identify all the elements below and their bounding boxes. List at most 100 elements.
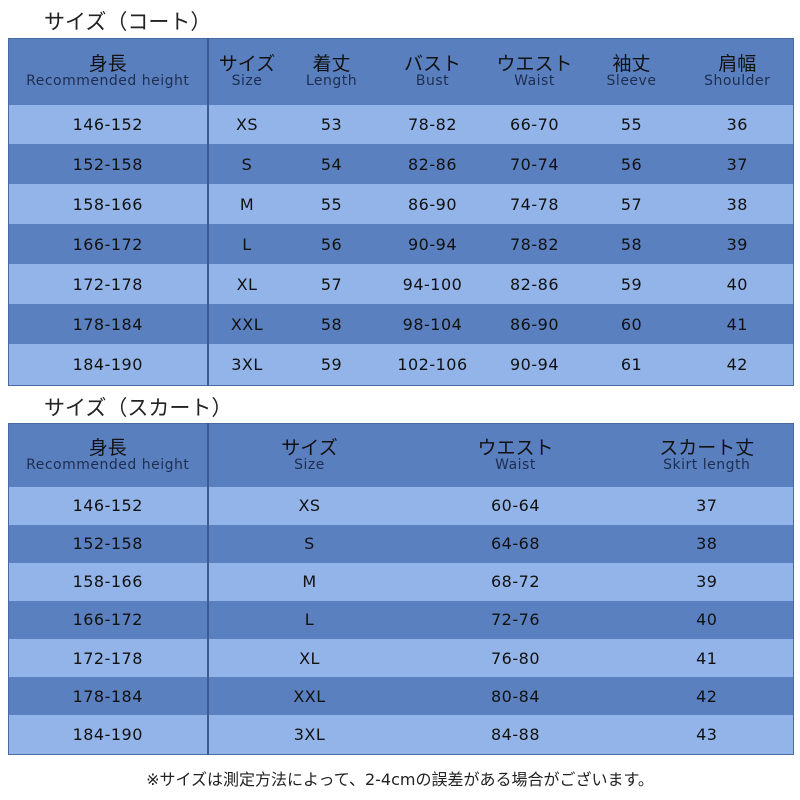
header-en: Recommended height	[26, 456, 190, 473]
header-row: 身長 Recommended height サイズ Size 着丈 Length バスト Bu…	[8, 38, 794, 105]
size-note: ※サイズは測定方法によって、2-4cmの誤差がある場合がございます。	[146, 770, 654, 789]
table-cell: 172-178	[8, 639, 209, 678]
table-cell: 38	[681, 184, 794, 225]
column-header: ウエスト Waist	[487, 38, 582, 105]
header-en: Size	[231, 73, 263, 90]
table-cell: 166-172	[8, 224, 209, 265]
table-cell: 37	[620, 486, 794, 525]
table-cell: 38	[620, 524, 794, 563]
table-row: 178-184 XXL 80-84 42	[8, 677, 794, 716]
table-cell: 80-84	[410, 677, 621, 716]
table-cell: 55	[285, 184, 378, 225]
table-cell: 53	[285, 104, 378, 145]
table-cell: 58	[285, 304, 378, 345]
table-cell: 70-74	[487, 144, 582, 185]
header-row: 身長 Recommended height サイズ Size ウエスト Waist スカート…	[8, 423, 794, 487]
table-cell: 3XL	[207, 715, 411, 755]
header-en: Bust	[415, 73, 450, 90]
table-cell: 184-190	[8, 344, 209, 386]
table-cell: XS	[207, 104, 286, 145]
table-row: 166-172 L 56 90-94 78-82 58 39	[8, 224, 794, 265]
table-cell: 86-90	[487, 304, 582, 345]
table-cell: 61	[581, 344, 682, 386]
table-row: 166-172 L 72-76 40	[8, 600, 794, 640]
table-cell: 90-94	[377, 224, 488, 265]
column-header: 肩幅 Shoulder	[681, 38, 794, 105]
table-cell: 60-64	[410, 486, 621, 525]
table-cell: 78-82	[377, 104, 488, 145]
table-cell: 56	[581, 144, 682, 185]
table-cell: 39	[681, 224, 794, 265]
column-header: 着丈 Length	[285, 38, 378, 105]
table-row: 178-184 XXL 58 98-104 86-90 60 41	[8, 304, 794, 345]
header-en: Sleeve	[606, 73, 657, 90]
table-cell: 36	[681, 104, 794, 145]
table-cell: 76-80	[410, 639, 621, 678]
table-cell: XXL	[207, 677, 411, 716]
header-jp: 肩幅	[718, 53, 757, 76]
table-cell: M	[207, 184, 286, 225]
table-cell: L	[207, 600, 411, 640]
table-cell: 152-158	[8, 524, 209, 563]
table-cell: 166-172	[8, 600, 209, 640]
table-cell: 146-152	[8, 104, 209, 145]
table-cell: 59	[285, 344, 378, 386]
table-row: 184-190 3XL 59 102-106 90-94 61 42	[8, 344, 794, 386]
table-row: 152-158 S 54 82-86 70-74 56 37	[8, 144, 794, 185]
table-cell: 64-68	[410, 524, 621, 563]
table-cell: 86-90	[377, 184, 488, 225]
header-jp: 袖丈	[612, 53, 651, 76]
table-cell: XS	[207, 486, 411, 525]
header-jp: サイズ	[218, 53, 276, 76]
header-jp: サイズ	[281, 436, 338, 459]
table-cell: 54	[285, 144, 378, 185]
table-cell: 82-86	[487, 264, 582, 305]
table-cell: 102-106	[377, 344, 488, 386]
table-cell: 158-166	[8, 562, 209, 601]
table-cell: 146-152	[8, 486, 209, 525]
skirt-size-title: サイズ（スカート）	[44, 396, 233, 420]
header-jp: ウエスト	[477, 436, 554, 459]
table-cell: 90-94	[487, 344, 582, 386]
table-cell: 60	[581, 304, 682, 345]
table-cell: 3XL	[207, 344, 286, 386]
table-row: 172-178 XL 57 94-100 82-86 59 40	[8, 264, 794, 305]
header-jp: スカート丈	[659, 436, 755, 459]
table-cell: 37	[681, 144, 794, 185]
table-cell: XL	[207, 639, 411, 678]
header-en: Recommended height	[26, 73, 190, 90]
table-cell: 43	[620, 715, 794, 755]
table-cell: 41	[681, 304, 794, 345]
table-cell: S	[207, 144, 286, 185]
header-en: Skirt length	[663, 456, 751, 473]
column-header: ウエスト Waist	[410, 423, 621, 487]
header-jp: バスト	[403, 53, 461, 76]
table-cell: 158-166	[8, 184, 209, 225]
table-cell: XXL	[207, 304, 286, 345]
table-cell: 178-184	[8, 304, 209, 345]
table-cell: 66-70	[487, 104, 582, 145]
table-cell: 72-76	[410, 600, 621, 640]
table-cell: 57	[285, 264, 378, 305]
column-header: 袖丈 Sleeve	[581, 38, 682, 105]
table-cell: 152-158	[8, 144, 209, 185]
header-jp: 身長	[88, 53, 127, 76]
table-row: 172-178 XL 76-80 41	[8, 639, 794, 678]
table-row: 146-152 XS 60-64 37	[8, 486, 794, 525]
header-jp: 身長	[88, 436, 127, 459]
table-cell: 94-100	[377, 264, 488, 305]
column-header: サイズ Size	[207, 423, 411, 487]
table-cell: 172-178	[8, 264, 209, 305]
column-header: サイズ Size	[207, 38, 286, 105]
table-cell: 56	[285, 224, 378, 265]
table-cell: 39	[620, 562, 794, 601]
table-cell: 178-184	[8, 677, 209, 716]
header-en: Waist	[495, 456, 536, 473]
column-header: バスト Bust	[377, 38, 488, 105]
header-en: Size	[294, 456, 325, 473]
table-cell: 84-88	[410, 715, 621, 755]
table-cell: S	[207, 524, 411, 563]
header-jp: ウエスト	[496, 53, 573, 76]
column-header: 身長 Recommended height	[8, 38, 209, 105]
table-cell: 82-86	[377, 144, 488, 185]
